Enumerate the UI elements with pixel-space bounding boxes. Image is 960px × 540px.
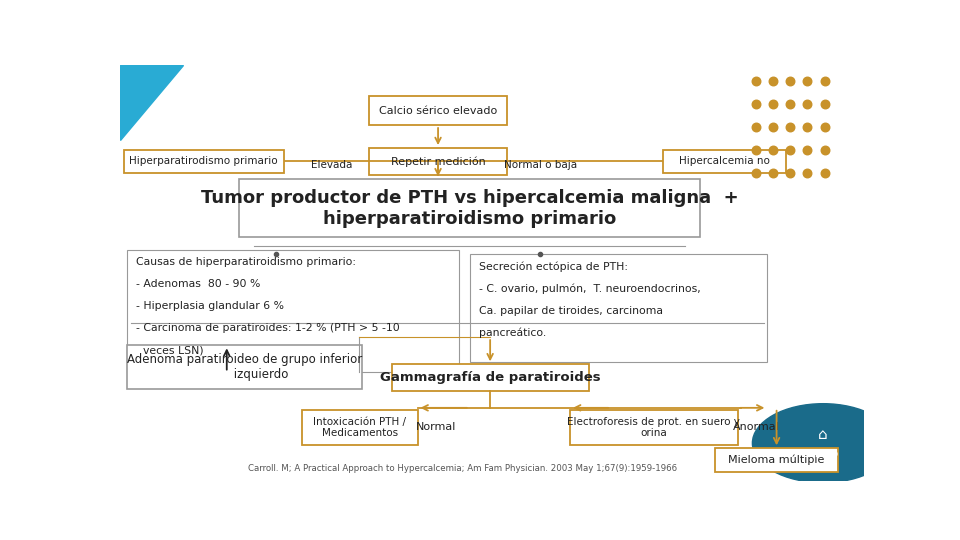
Point [817,100,832,109]
Point [765,123,780,132]
Point [782,168,798,177]
FancyBboxPatch shape [370,148,507,175]
Point [782,123,798,132]
Point [749,123,764,132]
Point [782,100,798,109]
Text: - C. ovario, pulmón,  T. neuroendocrinos,: - C. ovario, pulmón, T. neuroendocrinos, [479,284,701,294]
Text: Anormal: Anormal [732,422,780,431]
FancyBboxPatch shape [124,150,284,173]
Text: Adenoma paratiroideo de grupo inferior
         izquierdo: Adenoma paratiroideo de grupo inferior i… [127,353,362,381]
Point [782,77,798,86]
Point [749,168,764,177]
FancyBboxPatch shape [715,448,838,472]
Point [765,100,780,109]
FancyBboxPatch shape [663,150,786,173]
Point [749,77,764,86]
FancyBboxPatch shape [469,254,767,362]
Point [800,77,815,86]
Point [800,146,815,154]
FancyBboxPatch shape [302,410,418,446]
Point [782,146,798,154]
Text: Normal: Normal [416,422,456,431]
FancyBboxPatch shape [392,364,588,391]
FancyBboxPatch shape [128,346,362,389]
Text: Repetir medición: Repetir medición [391,156,486,167]
Text: - Adenomas  80 - 90 %: - Adenomas 80 - 90 % [136,279,261,289]
Text: Tumor productor de PTH vs hipercalcemia maligna  +
hiperparatiroidismo primario: Tumor productor de PTH vs hipercalcemia … [201,189,738,228]
Text: Calcio sérico elevado: Calcio sérico elevado [379,105,497,116]
Text: Intoxicación PTH /
Medicamentos: Intoxicación PTH / Medicamentos [313,417,406,438]
Point [817,77,832,86]
Point [800,168,815,177]
Polygon shape [120,65,183,140]
Text: Hiperparatirodismo primario: Hiperparatirodismo primario [130,157,278,166]
FancyBboxPatch shape [570,410,737,446]
Text: Mieloma múltiple: Mieloma múltiple [729,455,825,465]
Text: ⌂: ⌂ [818,427,828,442]
FancyBboxPatch shape [239,179,701,238]
Text: Normal o baja: Normal o baja [504,160,577,171]
Point [800,123,815,132]
Point [817,123,832,132]
Text: Hipercalcemia no: Hipercalcemia no [679,157,770,166]
Point [765,146,780,154]
Point [817,146,832,154]
Circle shape [753,404,894,483]
Text: Carroll. M; A Practical Approach to Hypercalcemia; Am Fam Physician. 2003 May 1;: Carroll. M; A Practical Approach to Hype… [248,464,677,472]
FancyBboxPatch shape [128,250,459,373]
Text: Secreción ectópica de PTH:: Secreción ectópica de PTH: [479,261,628,272]
FancyBboxPatch shape [370,96,507,125]
Point [749,146,764,154]
Text: Elevada: Elevada [311,160,352,171]
Point [749,100,764,109]
Text: Causas de hiperparatiroidismo primario:: Causas de hiperparatiroidismo primario: [136,258,356,267]
Text: veces LSN): veces LSN) [136,346,204,355]
Point [800,100,815,109]
Text: Electroforesis de prot. en suero y
orina: Electroforesis de prot. en suero y orina [567,417,740,438]
Point [817,168,832,177]
Text: Gammagrafía de paratiroides: Gammagrafía de paratiroides [380,371,600,384]
Text: - Hiperplasia glandular 6 %: - Hiperplasia glandular 6 % [136,301,284,312]
Text: pancreático.: pancreático. [479,328,546,338]
Point [765,77,780,86]
Point [765,168,780,177]
Text: unab: unab [807,449,839,458]
Text: Ca. papilar de tiroides, carcinoma: Ca. papilar de tiroides, carcinoma [479,306,662,315]
Text: - Carcinoma de paratiroides: 1-2 % (PTH > 5 -10: - Carcinoma de paratiroides: 1-2 % (PTH … [136,323,400,333]
